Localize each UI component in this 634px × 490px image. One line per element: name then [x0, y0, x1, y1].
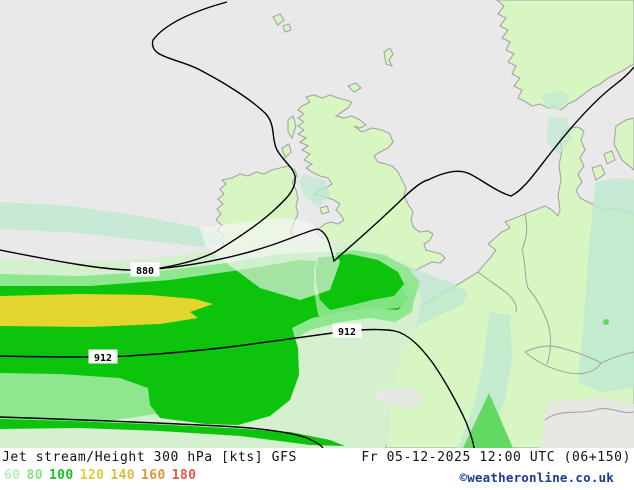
- land-faroe: [272, 13, 292, 33]
- jet-mint-streak-east-france: [458, 312, 512, 448]
- gray-patch-central-france: [376, 388, 426, 408]
- white-patch-celtic-sea: [200, 218, 340, 300]
- country-borders: [477, 213, 634, 421]
- map-title: Jet stream/Height 300 hPa [kts] GFS: [2, 450, 297, 465]
- jet-brittany-100kt: [316, 254, 404, 310]
- contour-label-text: 880: [136, 266, 154, 277]
- weather-map: 880 912 912: [0, 0, 634, 448]
- legend-value-60: 60: [4, 468, 21, 483]
- jet-mint-streak-right-edge: [578, 178, 634, 392]
- footer: Jet stream/Height 300 hPa [kts] GFS Fr 0…: [0, 448, 634, 490]
- jet-mint-sw-scotland: [299, 174, 331, 207]
- jet-mint-denmark-west: [542, 90, 572, 155]
- border-belgium-france: [477, 271, 518, 313]
- contour-label-text: 912: [94, 353, 112, 364]
- contour-label-text: 912: [338, 327, 356, 338]
- land-norway: [496, 0, 634, 111]
- land-isle-of-man: [319, 205, 330, 215]
- border-france-germany-rhine: [527, 287, 552, 365]
- jet-green-dot: [603, 319, 609, 325]
- border-netherlands-germany: [521, 213, 529, 289]
- legend-value-180: 180: [171, 468, 197, 483]
- border-austria-italy: [600, 351, 634, 364]
- land-denmark-islands: [591, 150, 616, 181]
- legend-value-100: 100: [48, 468, 74, 483]
- contour-label-box: [130, 262, 160, 277]
- contour-label-box: [88, 349, 118, 364]
- contour-label-880: 880: [130, 262, 160, 277]
- jet-band-120kt: [0, 294, 213, 327]
- credit-link: ©weatheronline.co.uk: [459, 470, 614, 485]
- legend-value-140: 140: [110, 468, 135, 483]
- legend-kts-scale: 60 80 100 120 140 160 180: [4, 468, 196, 483]
- timestamp: Fr 05-12-2025 12:00 UTC (06+150): [361, 450, 631, 465]
- map-canvas: 880 912 912: [0, 0, 634, 448]
- contour-label-912-france: 912: [332, 323, 362, 338]
- jet-mint-sw-ireland-band: [0, 202, 232, 247]
- land-sweden: [613, 117, 634, 171]
- land-orkney: [347, 82, 362, 93]
- jet-band-100kt-south-sliver: [0, 419, 345, 446]
- coast-italy-squiggle: [544, 408, 634, 421]
- contour-south-unlabeled: [0, 416, 324, 448]
- gray-patch-alps: [540, 398, 634, 448]
- land-hebrides: [281, 115, 297, 160]
- contour-880-east: [144, 66, 634, 271]
- contour-label-912-west: 912: [88, 349, 118, 364]
- legend-value-160: 160: [141, 468, 166, 483]
- legend-value-120: 120: [79, 468, 105, 483]
- contour-label-box: [332, 323, 362, 338]
- jet-se-france-80kt-triangle: [463, 393, 513, 448]
- land-shetland: [383, 47, 394, 67]
- legend-value-80: 80: [26, 468, 43, 483]
